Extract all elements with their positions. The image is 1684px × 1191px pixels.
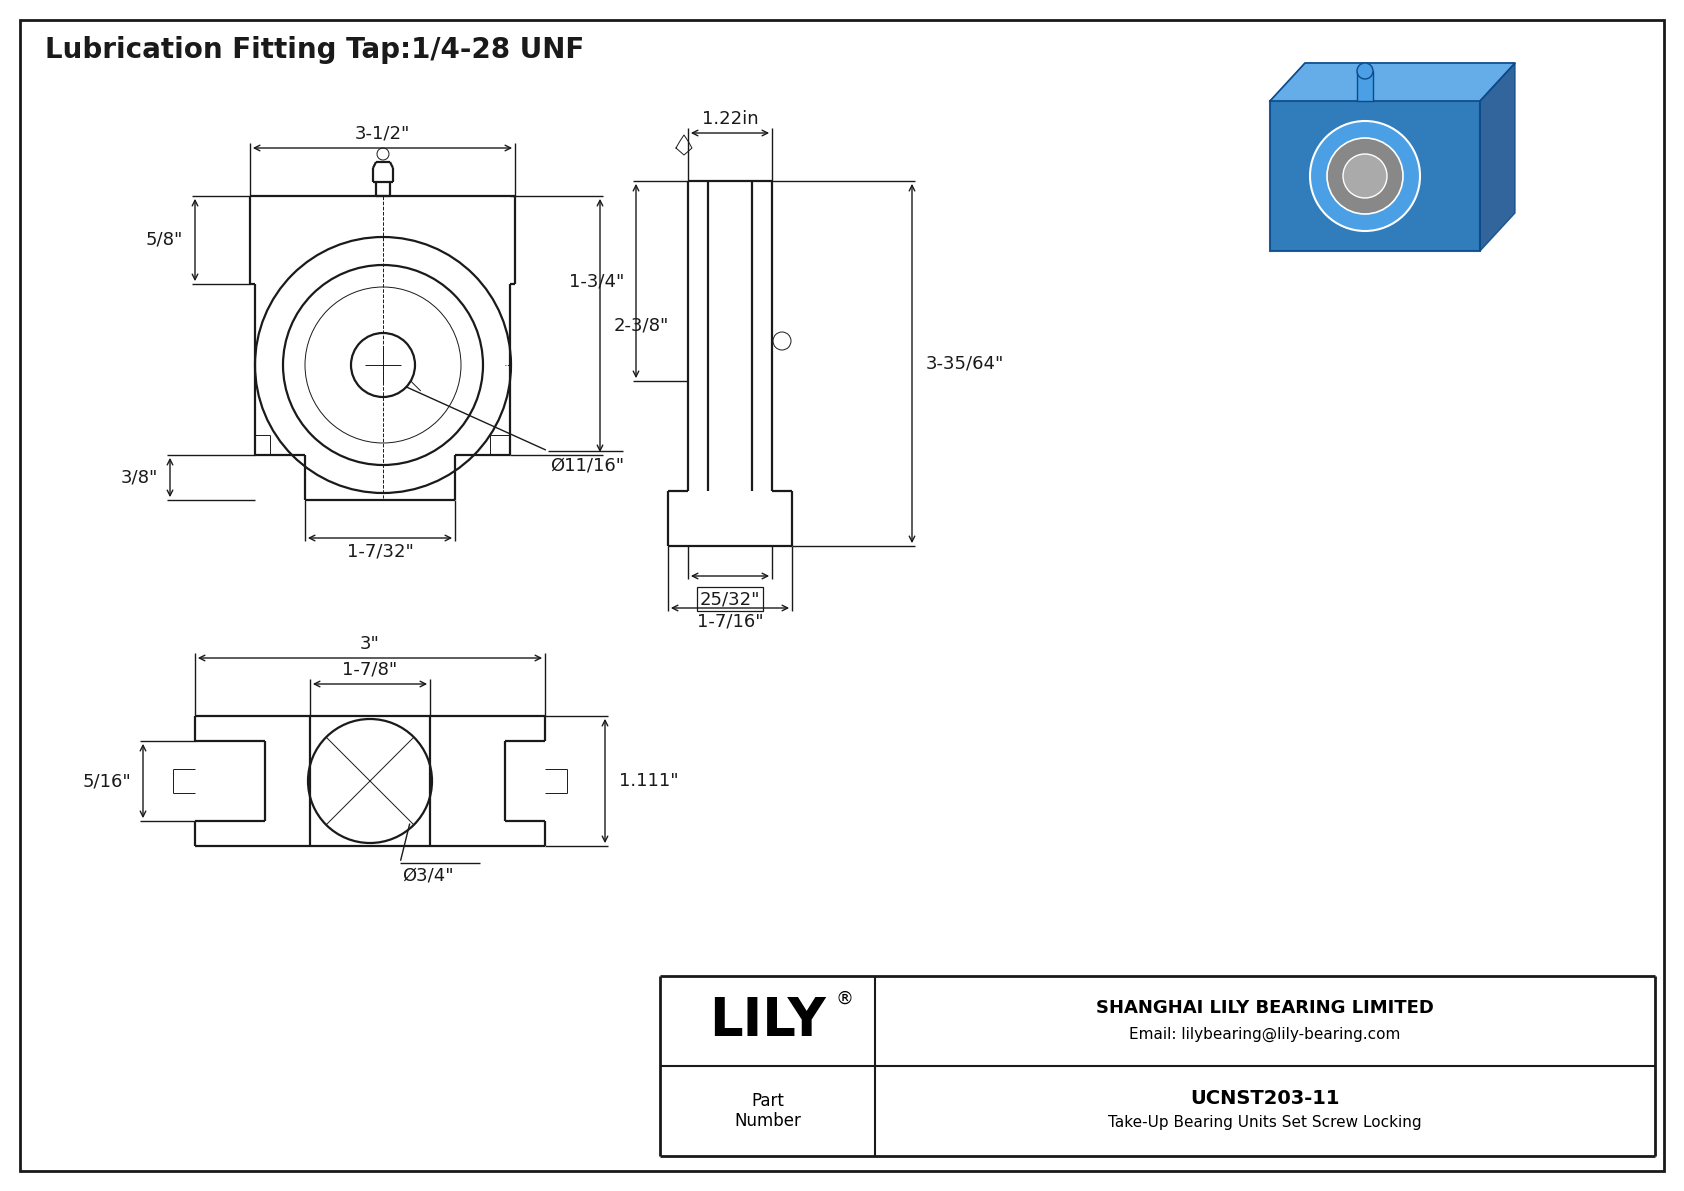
Bar xyxy=(1357,71,1372,101)
Text: ®: ® xyxy=(835,990,854,1008)
Text: Ø11/16": Ø11/16" xyxy=(551,456,625,474)
Text: 25/32": 25/32" xyxy=(701,590,759,607)
Circle shape xyxy=(1344,154,1388,198)
Circle shape xyxy=(1357,63,1372,79)
Text: SHANGHAI LILY BEARING LIMITED: SHANGHAI LILY BEARING LIMITED xyxy=(1096,999,1435,1017)
Text: Email: lilybearing@lily-bearing.com: Email: lilybearing@lily-bearing.com xyxy=(1130,1027,1401,1042)
Polygon shape xyxy=(1270,63,1516,101)
Text: 1-7/32": 1-7/32" xyxy=(347,543,414,561)
Text: 3-35/64": 3-35/64" xyxy=(926,355,1004,373)
Text: LILY: LILY xyxy=(709,994,827,1047)
Text: Ø3/4": Ø3/4" xyxy=(402,867,453,885)
Text: 1-3/4": 1-3/4" xyxy=(569,272,625,289)
Text: 5/16": 5/16" xyxy=(83,772,131,790)
Text: 1-7/16": 1-7/16" xyxy=(697,613,763,631)
Text: 2-3/8": 2-3/8" xyxy=(615,317,669,335)
Text: 1.111": 1.111" xyxy=(620,772,679,790)
Text: 1.22in: 1.22in xyxy=(702,110,758,127)
Text: 3/8": 3/8" xyxy=(121,468,158,486)
Polygon shape xyxy=(1480,63,1516,251)
Bar xyxy=(1270,101,1480,251)
Text: 1-7/8": 1-7/8" xyxy=(342,661,397,679)
Text: 3-1/2": 3-1/2" xyxy=(355,125,411,143)
Text: 5/8": 5/8" xyxy=(145,231,184,249)
Circle shape xyxy=(1310,121,1420,231)
Text: UCNST203-11: UCNST203-11 xyxy=(1191,1090,1340,1109)
Text: 3": 3" xyxy=(360,635,381,653)
Text: Take-Up Bearing Units Set Screw Locking: Take-Up Bearing Units Set Screw Locking xyxy=(1108,1116,1421,1130)
Text: Lubrication Fitting Tap:1/4-28 UNF: Lubrication Fitting Tap:1/4-28 UNF xyxy=(45,36,584,64)
Text: Part
Number: Part Number xyxy=(734,1092,802,1130)
Circle shape xyxy=(1327,138,1403,214)
